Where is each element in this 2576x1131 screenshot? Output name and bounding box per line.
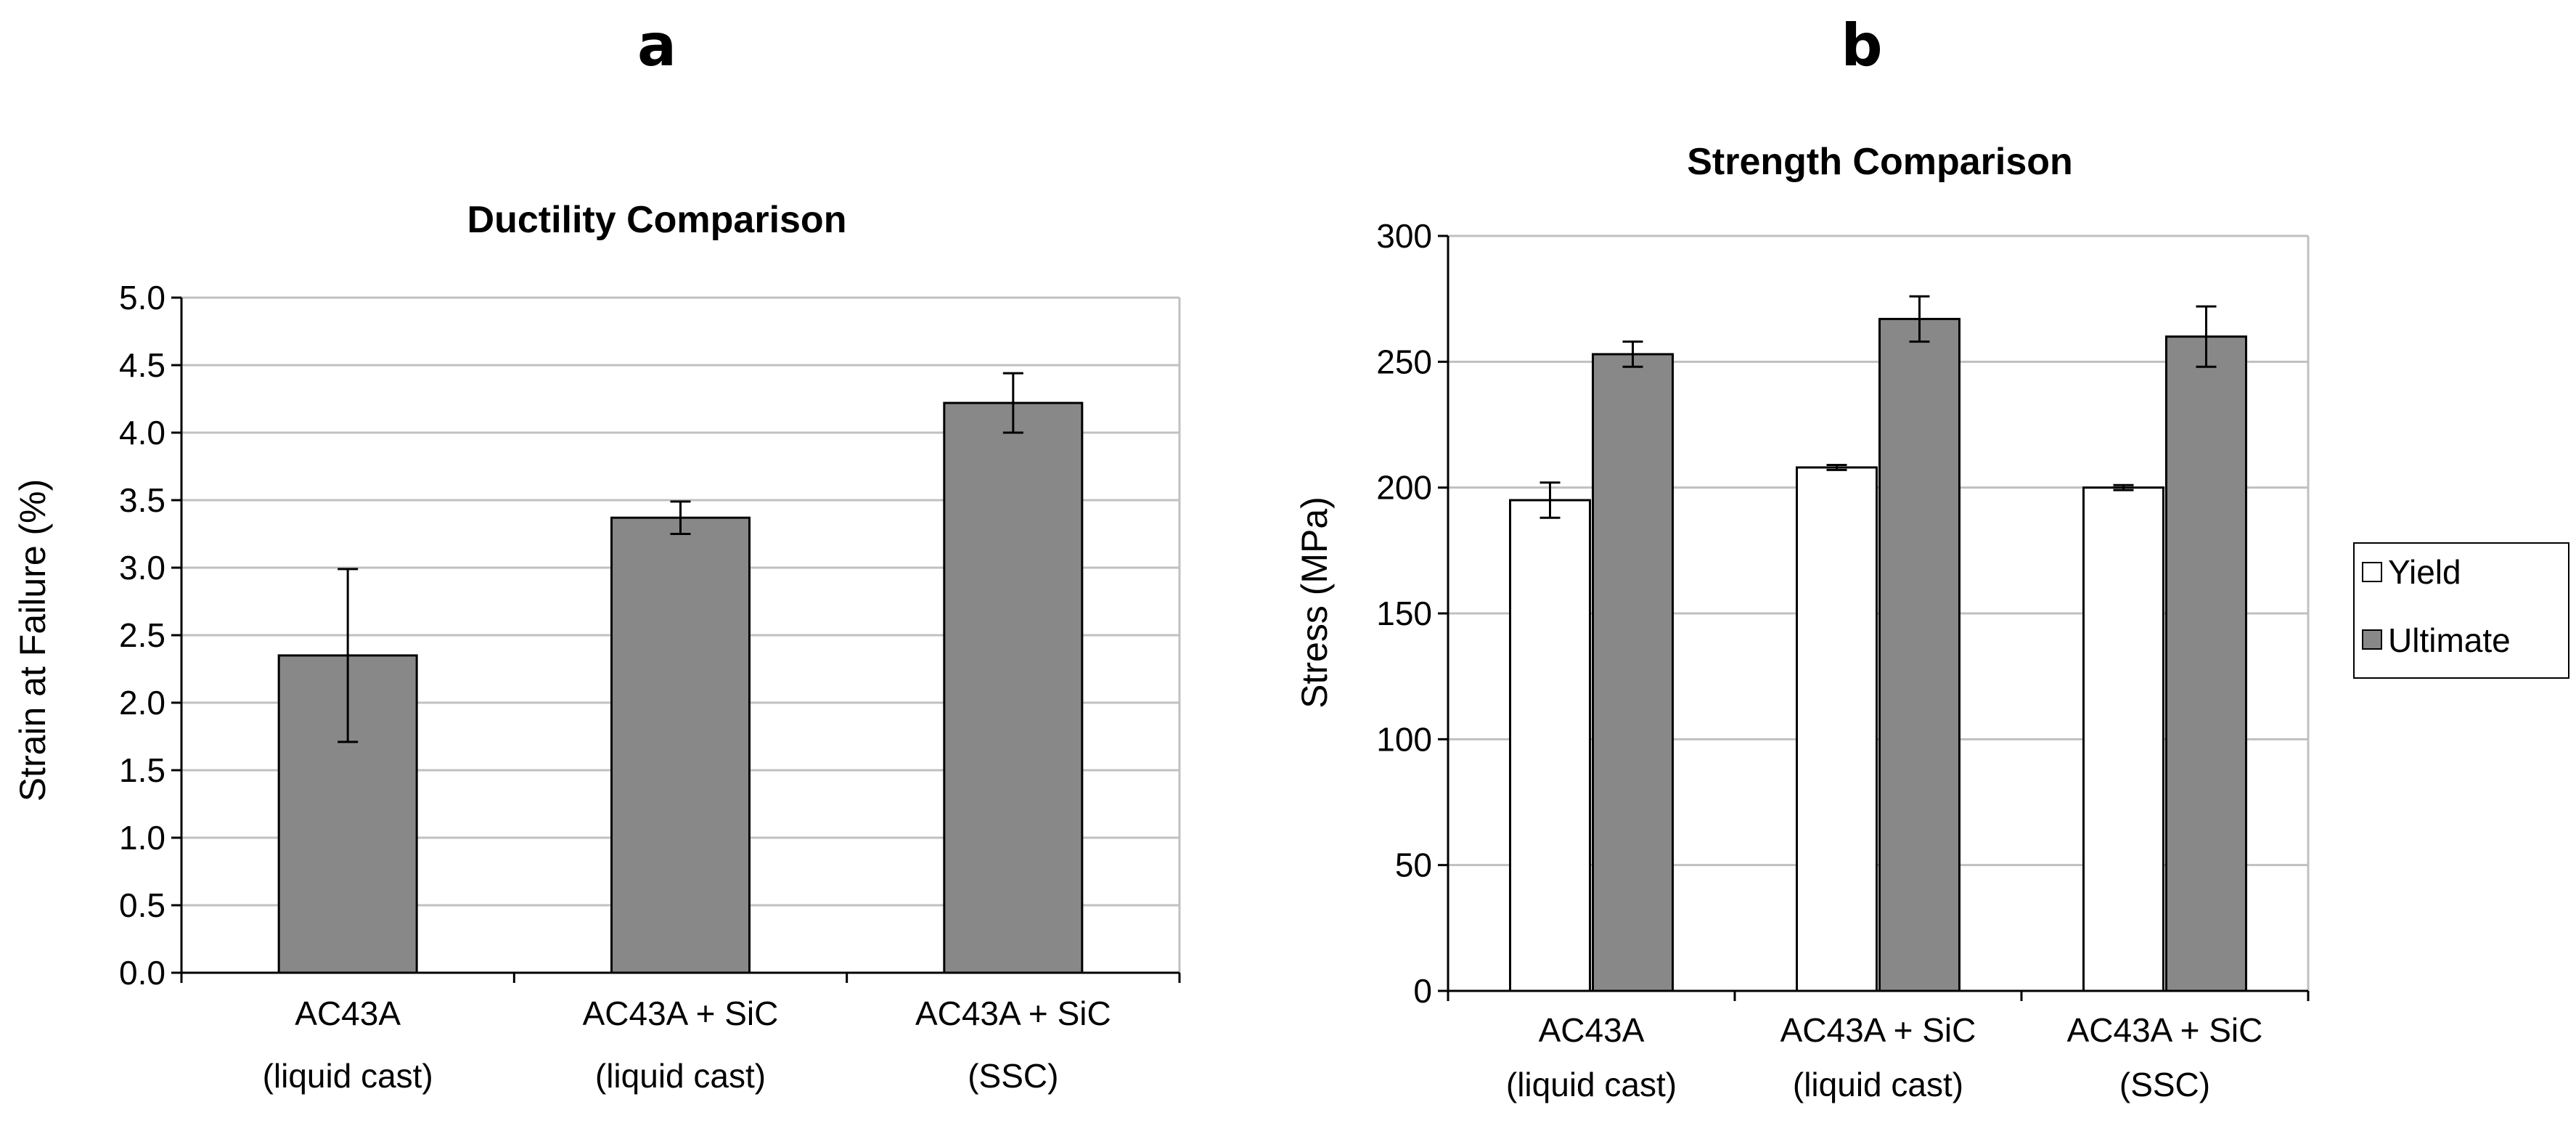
x-category-label: AC43A + SiC xyxy=(583,995,779,1032)
y-tick-label: 5.0 xyxy=(119,279,165,317)
bar xyxy=(2165,335,2247,992)
y-tick-label: 100 xyxy=(1376,720,1432,758)
legend-b: Yield Ultimate xyxy=(2353,542,2569,679)
y-tick-label: 1.5 xyxy=(119,751,165,789)
y-axis-label-b: Stress (MPa) xyxy=(1294,497,1335,709)
y-tick-label: 0.0 xyxy=(119,954,165,992)
bar xyxy=(2082,486,2164,992)
x-category-label: (liquid cast) xyxy=(595,1057,766,1095)
chart-title-a: Ductility Comparison xyxy=(467,199,847,241)
legend-frame xyxy=(2353,542,2569,679)
legend-label-ultimate: Ultimate xyxy=(2388,621,2511,659)
x-category-labels-a: AC43A (liquid cast) AC43A + SiC (liquid cas… xyxy=(263,995,1111,1095)
y-tick-label: 0.5 xyxy=(119,886,165,924)
y-tick-label: 0 xyxy=(1413,972,1432,1010)
y-tick-label: 2.5 xyxy=(119,616,165,654)
y-tick-labels-b: 0 50 100 150 200 250 300 xyxy=(1376,217,1432,1010)
bar xyxy=(1796,466,1878,992)
y-tick-label: 3.5 xyxy=(119,481,165,519)
y-tick-label: 50 xyxy=(1395,846,1432,884)
panel-a-ductility-chart: a Ductility Comparison Strain at Failure… xyxy=(12,12,1181,1095)
legend-swatch-yield xyxy=(2362,562,2382,582)
y-tick-labels-a: 0.0 0.5 1.0 1.5 2.0 2.5 3.0 3.5 4.0 4.5 5.0 xyxy=(119,279,165,992)
y-tick-label: 4.5 xyxy=(119,346,165,384)
panel-b-strength-chart: b Strength Comparison Stress (MPa) 0 50 10… xyxy=(1294,12,2569,1103)
x-category-label: (liquid cast) xyxy=(263,1057,433,1095)
x-category-label: AC43A + SiC xyxy=(915,995,1111,1032)
x-category-label: AC43A + SiC xyxy=(2067,1011,2263,1049)
x-category-labels-b: AC43A (liquid cast) AC43A + SiC (liquid cas… xyxy=(1506,1011,2262,1103)
y-tick-label: 200 xyxy=(1376,469,1432,507)
bar xyxy=(1592,353,1674,992)
bar xyxy=(610,516,751,974)
axes-b xyxy=(1438,234,2310,1001)
bar xyxy=(1878,317,1960,992)
axes-a xyxy=(171,296,1181,983)
x-category-label: (SSC) xyxy=(2119,1066,2210,1103)
panel-letter-a: a xyxy=(637,12,676,79)
x-category-label: AC43A xyxy=(1539,1011,1645,1049)
legend-swatch-ultimate xyxy=(2362,629,2382,650)
y-tick-label: 150 xyxy=(1376,595,1432,632)
x-category-label: AC43A xyxy=(295,995,401,1032)
bar xyxy=(943,401,1084,974)
y-tick-label: 1.0 xyxy=(119,819,165,857)
y-tick-label: 3.0 xyxy=(119,549,165,587)
bars-b xyxy=(1509,295,2247,992)
y-tick-label: 300 xyxy=(1376,217,1432,255)
y-tick-label: 2.0 xyxy=(119,684,165,722)
x-category-label: (liquid cast) xyxy=(1506,1066,1677,1103)
bar xyxy=(1509,499,1591,992)
x-category-label: (SSC) xyxy=(968,1057,1058,1095)
y-tick-label: 250 xyxy=(1376,343,1432,380)
gridlines-b xyxy=(1448,234,2310,991)
bars-a xyxy=(277,372,1084,974)
panel-letter-b: b xyxy=(1841,12,1882,79)
legend-label-yield: Yield xyxy=(2388,553,2461,591)
x-category-label: (liquid cast) xyxy=(1793,1066,1963,1103)
x-category-label: AC43A + SiC xyxy=(1780,1011,1976,1049)
y-axis-label-a: Strain at Failure (%) xyxy=(12,479,53,802)
chart-title-b: Strength Comparison xyxy=(1687,141,2073,183)
y-tick-label: 4.0 xyxy=(119,414,165,452)
